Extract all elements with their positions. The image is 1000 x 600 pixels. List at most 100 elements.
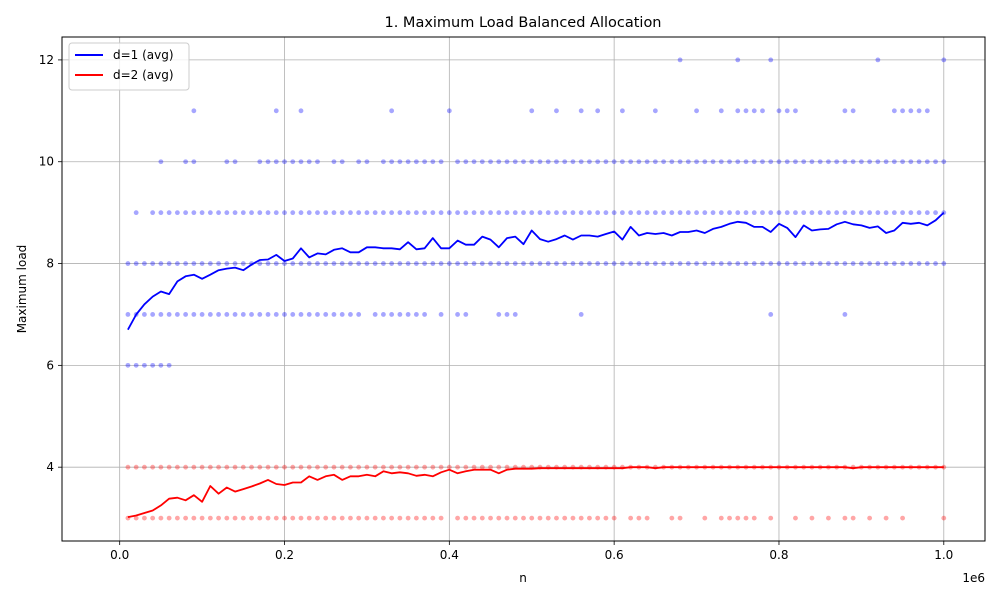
scatter-point-d1 <box>265 210 271 216</box>
scatter-point-d1 <box>900 108 905 114</box>
scatter-point-d2 <box>356 464 362 470</box>
y-axis-label: Maximum load <box>15 245 29 334</box>
scatter-point-d2 <box>471 515 477 521</box>
scatter-point-d1 <box>603 261 609 266</box>
scatter-point-d1 <box>842 210 848 216</box>
scatter-point-d2 <box>867 515 873 521</box>
scatter-point-d1 <box>150 312 156 317</box>
scatter-point-d1 <box>554 261 559 266</box>
scatter-point-d1 <box>603 210 609 216</box>
scatter-point-d1 <box>249 210 254 216</box>
scatter-point-d2 <box>768 515 774 521</box>
scatter-point-d1 <box>735 57 741 63</box>
scatter-point-d1 <box>273 108 279 114</box>
scatter-point-d2 <box>191 515 197 521</box>
scatter-point-d1 <box>290 159 296 165</box>
scatter-point-d1 <box>636 210 642 216</box>
scatter-point-d1 <box>850 159 856 165</box>
legend: d=1 (avg) d=2 (avg) <box>68 42 190 91</box>
scatter-point-d2 <box>405 515 411 521</box>
scatter-point-d2 <box>240 515 246 521</box>
scatter-point-d1 <box>916 261 922 266</box>
scatter-point-d2 <box>372 464 378 470</box>
scatter-point-d2 <box>142 515 147 521</box>
scatter-point-d1 <box>504 261 510 266</box>
scatter-point-d1 <box>265 312 271 317</box>
scatter-point-d2 <box>348 515 353 521</box>
scatter-point-d1 <box>636 159 642 165</box>
scatter-point-d1 <box>570 210 576 216</box>
scatter-point-d1 <box>595 159 601 165</box>
scatter-point-d1 <box>858 159 864 165</box>
scatter-point-d1 <box>644 261 650 266</box>
scatter-point-d1 <box>809 261 815 266</box>
scatter-point-d1 <box>315 312 320 317</box>
scatter-point-d2 <box>282 464 287 470</box>
scatter-point-d2 <box>257 464 263 470</box>
scatter-point-d1 <box>174 210 180 216</box>
scatter-point-d1 <box>933 210 938 216</box>
scatter-point-d1 <box>323 261 329 266</box>
scatter-point-d1 <box>867 210 873 216</box>
scatter-point-d1 <box>356 210 362 216</box>
series-line-d2 <box>127 466 944 518</box>
scatter-point-d2 <box>166 515 172 521</box>
scatter-point-d1 <box>867 159 873 165</box>
scatter-point-d1 <box>191 312 197 317</box>
scatter-point-d2 <box>224 515 230 521</box>
scatter-point-d1 <box>619 210 625 216</box>
x-axis-ticks: 0.0 0.2 0.4 0.6 0.8 1.0 <box>110 541 953 562</box>
scatter-point-d2 <box>142 464 147 470</box>
scatter-point-d1 <box>158 312 164 317</box>
scatter-point-d2 <box>718 515 724 521</box>
scatter-point-d1 <box>389 159 395 165</box>
scatter-point-d1 <box>381 159 386 165</box>
scatter-point-d2 <box>669 515 675 521</box>
scatter-point-d1 <box>793 159 798 165</box>
scatter-point-d1 <box>595 108 601 114</box>
scatter-point-d2 <box>339 515 345 521</box>
scatter-point-d1 <box>496 312 502 317</box>
scatter-point-d1 <box>578 108 584 114</box>
scatter-point-d1 <box>760 159 765 165</box>
scatter-point-d2 <box>150 464 156 470</box>
scatter-point-d1 <box>356 159 362 165</box>
scatter-point-d2 <box>306 464 312 470</box>
scatter-point-d1 <box>924 159 930 165</box>
scatter-point-d1 <box>842 159 848 165</box>
scatter-point-d1 <box>718 159 724 165</box>
scatter-point-d1 <box>323 210 329 216</box>
scatter-point-d1 <box>644 210 650 216</box>
scatter-point-d2 <box>595 515 601 521</box>
scatter-point-d1 <box>158 210 164 216</box>
scatter-point-d1 <box>315 261 320 266</box>
scatter-point-d1 <box>875 57 881 63</box>
scatter-point-d2 <box>381 464 386 470</box>
scatter-point-d2 <box>430 515 436 521</box>
scatter-point-d1 <box>166 261 172 266</box>
scatter-point-d1 <box>743 261 749 266</box>
scatter-point-d1 <box>545 159 551 165</box>
scatter-point-d2 <box>463 464 469 470</box>
scatter-point-d1 <box>768 312 774 317</box>
scatter-point-d1 <box>183 312 189 317</box>
scatter-point-d1 <box>611 210 617 216</box>
scatter-point-d1 <box>331 261 337 266</box>
scatter-point-d1 <box>595 210 601 216</box>
scatter-point-d1 <box>438 312 444 317</box>
scatter-point-d1 <box>751 159 757 165</box>
scatter-point-d1 <box>282 312 287 317</box>
scatter-point-d1 <box>298 210 304 216</box>
scatter-point-d1 <box>381 312 386 317</box>
scatter-point-d1 <box>619 261 625 266</box>
scatter-point-d2 <box>438 464 444 470</box>
y-tick-label: 6 <box>46 358 54 372</box>
scatter-point-d1 <box>298 159 304 165</box>
scatter-point-d1 <box>405 159 411 165</box>
scatter-point-d1 <box>430 261 436 266</box>
x-tick-label: 0.2 <box>275 548 294 562</box>
scatter-point-d1 <box>677 261 683 266</box>
scatter-point-d2 <box>521 515 526 521</box>
scatter-point-d1 <box>521 261 526 266</box>
scatter-point-d2 <box>512 515 518 521</box>
